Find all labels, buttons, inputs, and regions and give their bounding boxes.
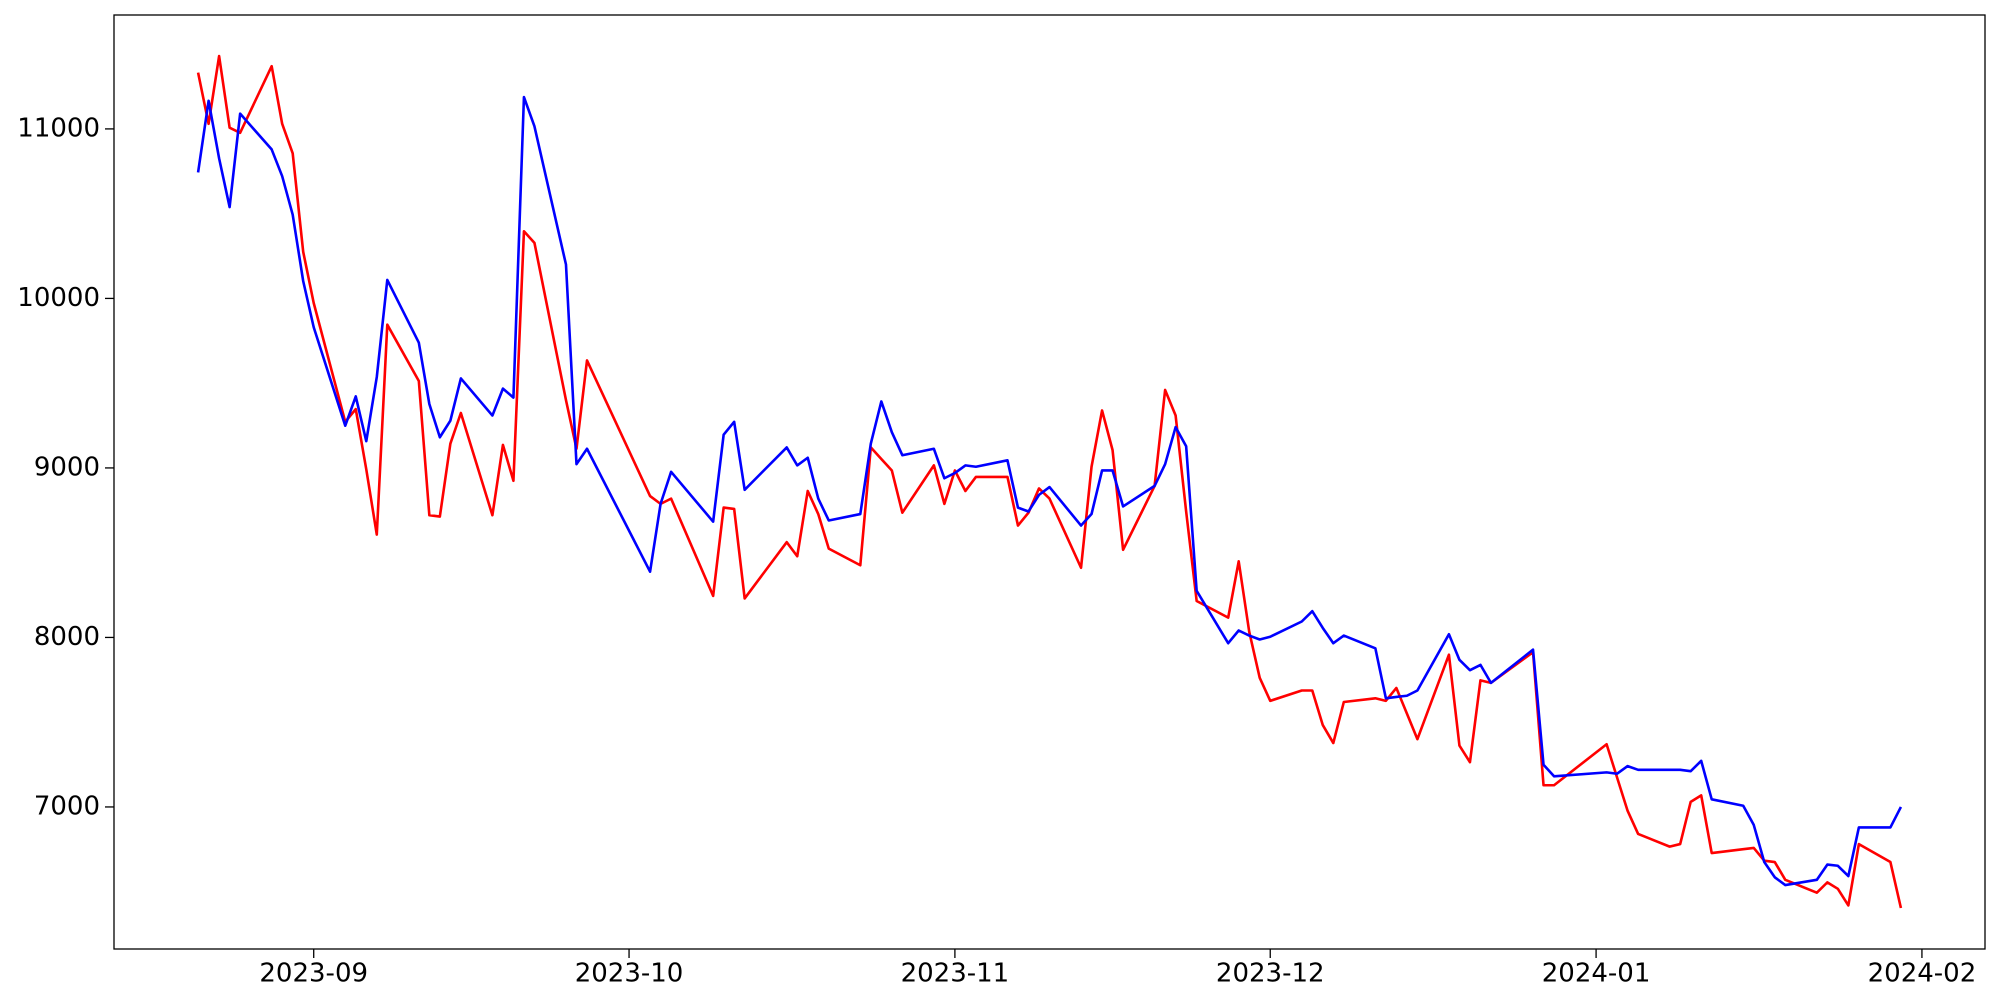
x-tick-label: 2023-09 <box>259 959 368 989</box>
y-tick-label: 8000 <box>34 622 100 652</box>
plot-frame <box>113 14 1986 950</box>
x-tick-label: 2024-02 <box>1868 959 1977 989</box>
y-tick-label: 7000 <box>34 791 100 821</box>
x-tick-label: 2023-12 <box>1216 959 1325 989</box>
x-tick-label: 2023-11 <box>901 959 1010 989</box>
x-tick-label: 2023-10 <box>575 959 684 989</box>
x-tick-label: 2024-01 <box>1542 959 1651 989</box>
y-tick-label: 9000 <box>34 452 100 482</box>
y-tick-label: 10000 <box>17 283 100 313</box>
series-line <box>196 54 1903 909</box>
series-line <box>196 95 1903 887</box>
y-tick-label: 11000 <box>17 113 100 143</box>
